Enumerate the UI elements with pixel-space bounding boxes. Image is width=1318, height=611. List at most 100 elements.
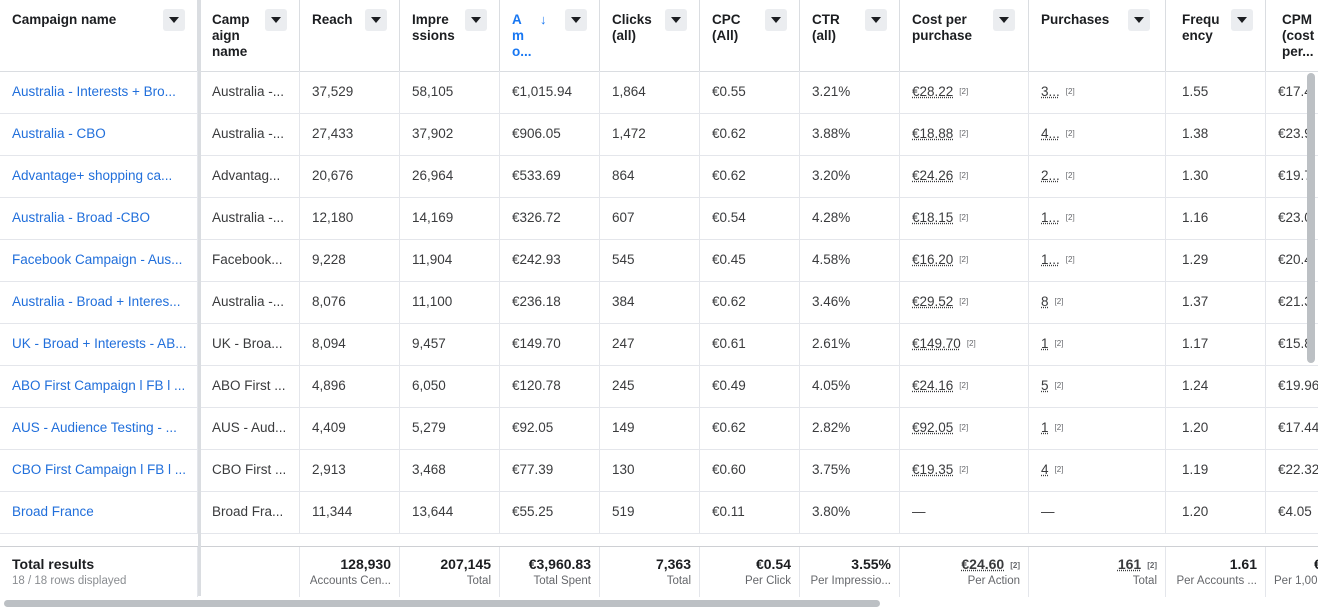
table-row[interactable]: Advantage+ shopping ca... Advantag... 20,6… <box>0 155 1318 198</box>
reach-cell: 11,344 <box>300 491 400 533</box>
campaign-name-link[interactable]: ABO First Campaign l FB l ... <box>0 365 198 407</box>
chevron-down-icon[interactable] <box>365 9 387 31</box>
footnote-badge[interactable]: [2] <box>959 255 969 265</box>
footnote-badge[interactable]: [2] <box>1054 297 1064 307</box>
metric-value-link[interactable]: 8 <box>1041 294 1049 309</box>
footnote-badge[interactable]: [2] <box>1065 129 1075 139</box>
metric-value-link[interactable]: 5 <box>1041 378 1049 393</box>
footnote-badge[interactable]: [2] <box>1147 560 1157 570</box>
metric-value-link[interactable]: 1 <box>1041 420 1049 435</box>
col-header-frequency[interactable]: Frequ ency <box>1166 0 1266 71</box>
metric-value-link[interactable]: €28.22 <box>912 84 954 99</box>
chevron-down-icon[interactable] <box>265 9 287 31</box>
chevron-down-icon[interactable] <box>993 9 1015 31</box>
footnote-badge[interactable]: [2] <box>1010 560 1020 570</box>
table-row[interactable]: ABO First Campaign l FB l ... ABO First .… <box>0 365 1318 408</box>
campaign-name-link[interactable]: Facebook Campaign - Aus... <box>0 239 198 281</box>
metric-value-link[interactable]: €24.26 <box>912 168 954 183</box>
campaign-name-link[interactable]: UK - Broad + Interests - AB... <box>0 323 198 365</box>
campaign-name-link[interactable]: Broad France <box>0 491 198 533</box>
metric-value-link[interactable]: €18.88 <box>912 126 954 141</box>
col-header-campaign-name[interactable]: Campaign name <box>0 0 198 71</box>
footnote-badge[interactable]: [2] <box>959 87 969 97</box>
table-row[interactable]: Australia - Broad -CBO Australia -... 12,1… <box>0 197 1318 240</box>
chevron-down-icon[interactable] <box>1128 9 1150 31</box>
metric-value-link[interactable]: 1... <box>1041 210 1060 225</box>
col-header-cpm[interactable]: CPM (cost per... <box>1266 0 1318 71</box>
metric-value-link[interactable]: 1 <box>1041 336 1049 351</box>
chevron-down-icon[interactable] <box>665 9 687 31</box>
vertical-scrollbar[interactable] <box>1307 73 1315 363</box>
metric-value-link[interactable]: 3... <box>1041 84 1060 99</box>
footnote-badge[interactable]: [2] <box>1054 465 1064 475</box>
metric-value-link[interactable]: €24.16 <box>912 378 954 393</box>
chevron-down-icon[interactable] <box>865 9 887 31</box>
metric-value-link[interactable]: 1... <box>1041 252 1060 267</box>
metric-value-link[interactable]: 4... <box>1041 126 1060 141</box>
col-header-amount-spent[interactable]: A m o... ↓ <box>500 0 600 71</box>
footnote-badge[interactable]: [2] <box>959 171 969 181</box>
total-cpp-value[interactable]: €24.60 <box>961 556 1005 572</box>
cost-per-purchase-cell: €24.16 [2] <box>900 365 1029 407</box>
cpc-cell: €0.62 <box>700 281 800 323</box>
footnote-badge[interactable]: [2] <box>1065 255 1075 265</box>
horizontal-scrollbar[interactable] <box>4 600 880 607</box>
total-purchases-value[interactable]: 161 <box>1117 556 1142 572</box>
footnote-badge[interactable]: [2] <box>1065 171 1075 181</box>
campaign-name-link[interactable]: AUS - Audience Testing - ... <box>0 407 198 449</box>
metric-value-link[interactable]: 4 <box>1041 462 1049 477</box>
metric-value-link[interactable]: €16.20 <box>912 252 954 267</box>
frozen-column-divider[interactable] <box>198 0 201 596</box>
cost-per-purchase-cell: €18.88 [2] <box>900 113 1029 155</box>
frequency-cell: 1.20 <box>1166 407 1266 449</box>
chevron-down-icon[interactable] <box>765 9 787 31</box>
col-header-clicks[interactable]: Clicks (all) <box>600 0 700 71</box>
sort-descending-icon[interactable]: ↓ <box>540 12 547 27</box>
footnote-badge[interactable]: [2] <box>1054 339 1064 349</box>
table-row[interactable]: AUS - Audience Testing - ... AUS - Aud...… <box>0 407 1318 450</box>
campaign-name-link[interactable]: Australia - CBO <box>0 113 198 155</box>
chevron-down-icon[interactable] <box>1231 9 1253 31</box>
footnote-badge[interactable]: [2] <box>1065 87 1075 97</box>
campaign-name-link[interactable]: Australia - Broad + Interes... <box>0 281 198 323</box>
table-row[interactable]: UK - Broad + Interests - AB... UK - Broa.… <box>0 323 1318 366</box>
col-header-cpc[interactable]: CPC (All) <box>700 0 800 71</box>
footnote-badge[interactable]: [2] <box>959 297 969 307</box>
metric-value-link[interactable]: €29.52 <box>912 294 954 309</box>
col-header-label: Clicks (all) <box>612 12 652 43</box>
campaign-name-link[interactable]: Advantage+ shopping ca... <box>0 155 198 197</box>
campaign-name-link[interactable]: Australia - Broad -CBO <box>0 197 198 239</box>
metric-value-link[interactable]: 2... <box>1041 168 1060 183</box>
table-row[interactable]: Australia - Interests + Bro... Australia … <box>0 71 1318 114</box>
footnote-badge[interactable]: [2] <box>959 129 969 139</box>
footnote-badge[interactable]: [2] <box>1054 423 1064 433</box>
footnote-badge[interactable]: [2] <box>959 465 969 475</box>
campaign-name-link[interactable]: Australia - Interests + Bro... <box>0 71 198 113</box>
chevron-down-icon[interactable] <box>565 9 587 31</box>
metric-value-link[interactable]: €19.35 <box>912 462 954 477</box>
footnote-badge[interactable]: [2] <box>959 213 969 223</box>
col-header-campaign-name-2[interactable]: Camp aign name <box>200 0 300 71</box>
footnote-badge[interactable]: [2] <box>1054 381 1064 391</box>
footnote-badge[interactable]: [2] <box>959 423 969 433</box>
col-header-reach[interactable]: Reach <box>300 0 400 71</box>
campaign-name-link[interactable]: CBO First Campaign l FB l ... <box>0 449 198 491</box>
clicks-cell: 519 <box>600 491 700 533</box>
table-row[interactable]: Australia - CBO Australia -... 27,433 37,90… <box>0 113 1318 156</box>
metric-value-link[interactable]: €92.05 <box>912 420 954 435</box>
footnote-badge[interactable]: [2] <box>1065 213 1075 223</box>
col-header-cost-per-purchase[interactable]: Cost per purchase <box>900 0 1029 71</box>
col-header-purchases[interactable]: Purchases <box>1029 0 1166 71</box>
chevron-down-icon[interactable] <box>465 9 487 31</box>
col-header-ctr[interactable]: CTR (all) <box>800 0 900 71</box>
chevron-down-icon[interactable] <box>163 9 185 31</box>
col-header-impressions[interactable]: Impre ssions <box>400 0 500 71</box>
table-row[interactable]: Facebook Campaign - Aus... Facebook... 9,2… <box>0 239 1318 282</box>
footnote-badge[interactable]: [2] <box>966 339 976 349</box>
table-row[interactable]: CBO First Campaign l FB l ... CBO First .… <box>0 449 1318 492</box>
table-row[interactable]: Australia - Broad + Interes... Australia … <box>0 281 1318 324</box>
footnote-badge[interactable]: [2] <box>959 381 969 391</box>
table-row[interactable]: Broad France Broad Fra... 11,344 13,644 €55.… <box>0 491 1318 534</box>
metric-value-link[interactable]: €149.70 <box>912 336 961 351</box>
metric-value-link[interactable]: €18.15 <box>912 210 954 225</box>
